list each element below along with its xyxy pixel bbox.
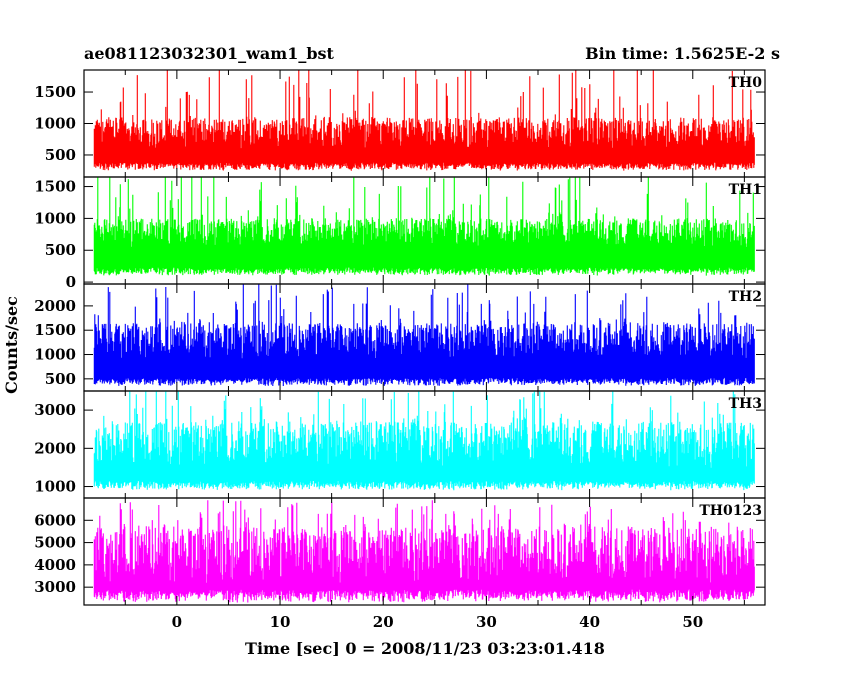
y-tick-label: 1000 bbox=[34, 346, 76, 364]
y-tick-label: 3000 bbox=[34, 401, 76, 419]
y-tick-label: 3000 bbox=[34, 578, 76, 596]
y-tick-label: 6000 bbox=[34, 511, 76, 529]
series-th3 bbox=[93, 391, 755, 491]
y-tick-label: 1000 bbox=[34, 115, 76, 133]
x-tick-label: 20 bbox=[373, 613, 394, 631]
y-tick-label: 4000 bbox=[34, 556, 76, 574]
y-axis-title: Counts/sec bbox=[2, 296, 21, 394]
series-th0 bbox=[93, 70, 755, 171]
panel-name-th2: TH2 bbox=[729, 289, 762, 305]
panel-frame bbox=[83, 497, 766, 606]
y-tick-label: 1000 bbox=[34, 478, 76, 496]
x-axis-title: Time [sec] 0 = 2008/11/23 03:23:01.418 bbox=[245, 639, 605, 658]
y-tick-label: 5000 bbox=[34, 534, 76, 552]
panel-th0: 500 1000 1500 TH0 bbox=[34, 69, 766, 178]
y-tick-label: 1500 bbox=[34, 178, 76, 196]
y-tick-label: 500 bbox=[45, 370, 76, 388]
y-tick-label: 500 bbox=[45, 241, 76, 259]
x-tick-label: 40 bbox=[579, 613, 600, 631]
panel-th0123: 3000 4000 5000 6000 TH0123 bbox=[34, 497, 766, 606]
panel-name-th0123: TH0123 bbox=[699, 503, 762, 519]
series-th2 bbox=[93, 284, 755, 386]
chart-title-left: ae081123032301_wam1_bst bbox=[84, 44, 335, 63]
panels-group: 500 1000 1500 TH0 0 500 1000 1500 TH1 500 1000 1500… bbox=[34, 69, 766, 606]
y-tick-label: 2000 bbox=[34, 439, 76, 457]
x-tick-label: 50 bbox=[682, 613, 703, 631]
y-tick-label: 1500 bbox=[34, 321, 76, 339]
panel-name-th1: TH1 bbox=[729, 182, 762, 198]
panel-th2: 500 1000 1500 2000 TH2 bbox=[34, 283, 766, 392]
y-tick-label: 2000 bbox=[34, 297, 76, 315]
y-tick-label: 1500 bbox=[34, 83, 76, 101]
panel-name-th3: TH3 bbox=[729, 396, 762, 412]
x-tick-label: 0 bbox=[172, 613, 182, 631]
series-th1 bbox=[93, 177, 755, 276]
x-axis: 0 10 20 30 40 50 bbox=[172, 613, 704, 631]
panel-th3: 1000 2000 3000 TH3 bbox=[34, 390, 766, 499]
x-tick-label: 10 bbox=[270, 613, 291, 631]
chart-title-right: Bin time: 1.5625E-2 s bbox=[585, 44, 780, 63]
series-th0123 bbox=[93, 500, 755, 603]
y-tick-label: 500 bbox=[45, 146, 76, 164]
y-tick-label: 0 bbox=[66, 273, 76, 291]
panel-name-th0: TH0 bbox=[729, 75, 763, 91]
y-tick-label: 1000 bbox=[34, 209, 76, 227]
x-tick-label: 30 bbox=[476, 613, 497, 631]
panel-th1: 0 500 1000 1500 TH1 bbox=[34, 176, 766, 291]
